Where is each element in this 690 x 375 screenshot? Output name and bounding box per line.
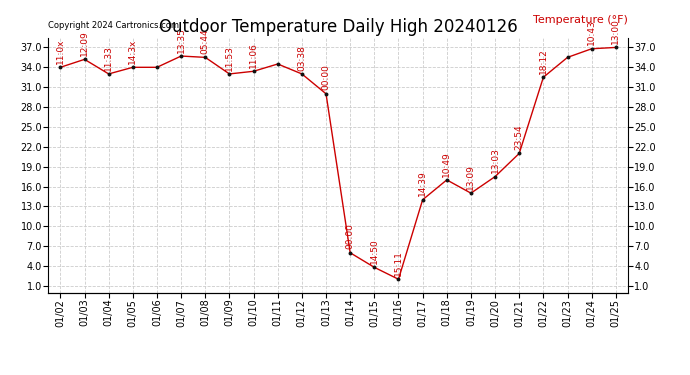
Point bbox=[393, 276, 404, 282]
Text: 15:11: 15:11 bbox=[394, 250, 403, 276]
Text: 23:54: 23:54 bbox=[515, 124, 524, 150]
Point bbox=[586, 46, 598, 52]
Point bbox=[176, 53, 187, 59]
Text: 10:43: 10:43 bbox=[587, 20, 596, 45]
Point bbox=[562, 54, 573, 60]
Text: 12:09: 12:09 bbox=[80, 30, 89, 56]
Title: Outdoor Temperature Daily High 20240126: Outdoor Temperature Daily High 20240126 bbox=[159, 18, 518, 36]
Text: 14:39: 14:39 bbox=[418, 171, 427, 196]
Text: 03:38: 03:38 bbox=[297, 45, 306, 70]
Text: 11:53: 11:53 bbox=[225, 45, 234, 70]
Point bbox=[128, 64, 139, 70]
Text: 11:06: 11:06 bbox=[249, 42, 258, 68]
Point bbox=[514, 150, 525, 156]
Point bbox=[200, 54, 211, 60]
Point bbox=[297, 71, 308, 77]
Text: Copyright 2024 Cartronics.com: Copyright 2024 Cartronics.com bbox=[48, 21, 179, 30]
Text: 11:33: 11:33 bbox=[104, 45, 113, 70]
Text: Temperature (°F): Temperature (°F) bbox=[533, 15, 628, 25]
Text: 00:00: 00:00 bbox=[346, 224, 355, 249]
Point bbox=[417, 197, 428, 203]
Point bbox=[273, 61, 284, 67]
Point bbox=[466, 190, 477, 196]
Text: 13:03: 13:03 bbox=[491, 147, 500, 173]
Point bbox=[79, 56, 90, 62]
Point bbox=[152, 64, 163, 70]
Text: 00:00: 00:00 bbox=[322, 64, 331, 90]
Text: 14:50: 14:50 bbox=[370, 238, 379, 264]
Point bbox=[248, 68, 259, 74]
Point bbox=[538, 74, 549, 80]
Text: 11:0x: 11:0x bbox=[56, 39, 65, 64]
Text: 13:35: 13:35 bbox=[177, 27, 186, 53]
Text: 10:49: 10:49 bbox=[442, 151, 451, 177]
Text: 13:09: 13:09 bbox=[466, 164, 475, 190]
Point bbox=[442, 177, 453, 183]
Point bbox=[345, 250, 356, 256]
Text: 18:12: 18:12 bbox=[539, 48, 548, 74]
Point bbox=[104, 71, 115, 77]
Point bbox=[224, 71, 235, 77]
Point bbox=[611, 44, 622, 50]
Text: 14:3x: 14:3x bbox=[128, 39, 137, 64]
Text: 13:00: 13:00 bbox=[611, 18, 620, 44]
Point bbox=[490, 174, 501, 180]
Point bbox=[321, 91, 332, 97]
Point bbox=[369, 264, 380, 270]
Point bbox=[55, 64, 66, 70]
Text: 05:44: 05:44 bbox=[201, 28, 210, 54]
